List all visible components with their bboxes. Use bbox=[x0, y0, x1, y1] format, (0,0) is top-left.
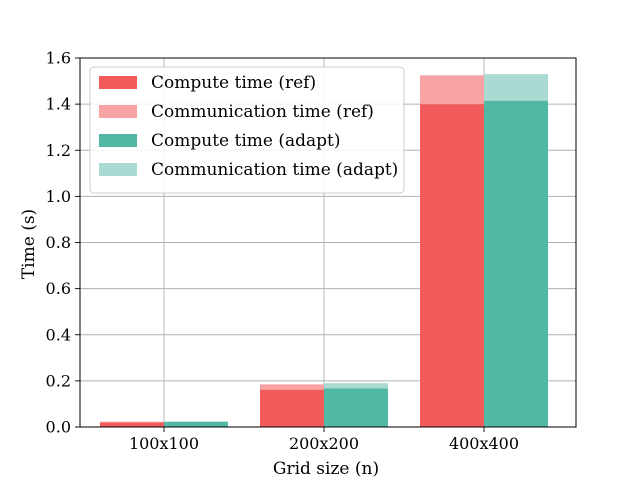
bar-ref-communication-400x400 bbox=[420, 75, 484, 105]
y-tick-label: 1.4 bbox=[46, 95, 71, 114]
bar-ref-communication-100x100 bbox=[100, 421, 164, 423]
legend-swatch bbox=[99, 134, 137, 147]
x-tick-label: 100x100 bbox=[129, 434, 199, 453]
bar-ref-communication-200x200 bbox=[260, 384, 324, 390]
x-axis-label: Grid size (n) bbox=[273, 459, 379, 479]
ticks: 0.0 0.2 0.4 0.6 0.8 1.0 1.2 1.4 1.6 100x100 200x20… bbox=[46, 49, 520, 454]
bar-adapt-compute-400x400 bbox=[484, 100, 548, 428]
legend: Compute time (ref) Communication time (re… bbox=[89, 66, 405, 194]
x-tick-label: 400x400 bbox=[449, 434, 519, 453]
bar-adapt-communication-100x100 bbox=[164, 421, 228, 422]
bar-adapt-communication-400x400 bbox=[484, 74, 548, 101]
bar-ref-compute-100x100 bbox=[100, 422, 164, 427]
y-axis-label: Time (s) bbox=[19, 209, 39, 279]
y-tick-label: 1.6 bbox=[46, 49, 71, 68]
bar-adapt-compute-100x100 bbox=[164, 421, 228, 427]
bar-ref-compute-400x400 bbox=[420, 104, 484, 427]
y-tick-label: 0.8 bbox=[46, 233, 71, 252]
bar-ref-compute-200x200 bbox=[260, 389, 324, 427]
legend-label: Communication time (ref) bbox=[151, 102, 374, 122]
legend-label: Communication time (adapt) bbox=[151, 160, 398, 180]
bar-adapt-communication-200x200 bbox=[324, 383, 388, 389]
x-tick-label: 200x200 bbox=[289, 434, 359, 453]
legend-box bbox=[89, 66, 405, 194]
y-tick-label: 0.2 bbox=[46, 371, 71, 390]
legend-swatch bbox=[99, 105, 137, 118]
bars bbox=[100, 74, 548, 428]
legend-swatch bbox=[99, 76, 137, 89]
legend-label: Compute time (ref) bbox=[151, 73, 316, 93]
y-tick-label: 1.0 bbox=[46, 187, 71, 206]
legend-label: Compute time (adapt) bbox=[151, 131, 340, 151]
y-tick-label: 0.4 bbox=[46, 325, 71, 344]
y-tick-label: 1.2 bbox=[46, 141, 71, 160]
bar-adapt-compute-200x200 bbox=[324, 388, 388, 427]
legend-swatch bbox=[99, 163, 137, 176]
y-tick-label: 0.0 bbox=[46, 418, 71, 437]
y-tick-label: 0.6 bbox=[46, 279, 71, 298]
